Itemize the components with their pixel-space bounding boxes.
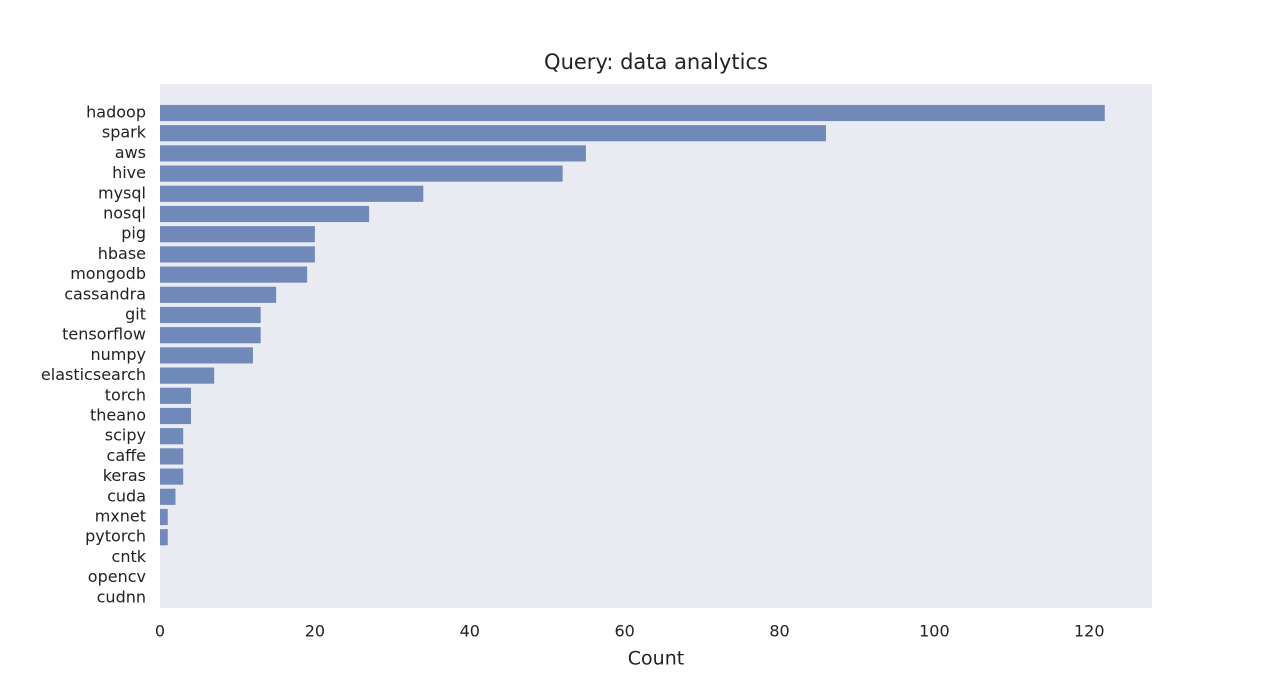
y-tick-label: scipy xyxy=(105,426,146,445)
y-tick-label: caffe xyxy=(107,446,146,465)
y-tick-label: aws xyxy=(115,143,146,162)
bar xyxy=(160,165,563,182)
y-tick-label: keras xyxy=(103,466,146,485)
x-tick-label: 120 xyxy=(1074,622,1105,641)
x-tick-label: 40 xyxy=(460,622,480,641)
y-tick-label: cuda xyxy=(107,486,146,505)
bar xyxy=(160,205,370,223)
y-tick-label: mysql xyxy=(98,183,146,202)
y-tick-label: cassandra xyxy=(64,284,146,303)
y-tick-label: hadoop xyxy=(86,103,146,122)
y-tick-label: hive xyxy=(112,163,146,182)
x-tick-label: 100 xyxy=(919,622,950,641)
chart-title: Query: data analytics xyxy=(544,50,768,74)
y-tick-label: torch xyxy=(105,385,146,404)
bar xyxy=(160,448,184,465)
bar xyxy=(160,145,586,162)
y-tick-label: pig xyxy=(121,224,146,243)
bar xyxy=(160,306,261,324)
bar xyxy=(160,468,184,485)
bar xyxy=(160,266,308,283)
y-tick-label: opencv xyxy=(88,567,146,586)
y-tick-label: cudnn xyxy=(97,587,146,606)
x-axis-label: Count xyxy=(628,648,684,670)
bar xyxy=(160,185,424,202)
bar xyxy=(160,226,315,243)
bar xyxy=(160,508,168,526)
y-tick-label: spark xyxy=(102,123,147,142)
y-tick-label: elasticsearch xyxy=(41,365,146,384)
bar xyxy=(160,387,191,404)
y-tick-label: pytorch xyxy=(85,527,146,546)
bar xyxy=(160,367,215,384)
x-tick-label: 0 xyxy=(155,622,165,641)
x-tick-label: 80 xyxy=(769,622,789,641)
y-tick-label: hbase xyxy=(98,244,146,263)
y-tick-label: theano xyxy=(90,406,146,425)
bar xyxy=(160,529,168,546)
y-tick-label: numpy xyxy=(91,345,147,364)
bar xyxy=(160,407,191,425)
y-tick-label: tensorflow xyxy=(62,325,146,344)
y-tick-label: mxnet xyxy=(95,507,146,526)
bar xyxy=(160,246,315,263)
bar xyxy=(160,347,253,364)
bar xyxy=(160,125,826,142)
y-tick-label: mongodb xyxy=(70,264,146,283)
bar xyxy=(160,428,184,445)
bar xyxy=(160,104,1105,122)
y-tick-label: nosql xyxy=(103,204,146,223)
x-tick-label: 20 xyxy=(305,622,325,641)
bar xyxy=(160,327,261,344)
bar xyxy=(160,488,176,505)
bar xyxy=(160,286,277,303)
y-tick-label: git xyxy=(125,305,146,324)
y-tick-label: cntk xyxy=(112,547,147,566)
plot-area xyxy=(160,84,1152,608)
x-tick-label: 60 xyxy=(614,622,634,641)
